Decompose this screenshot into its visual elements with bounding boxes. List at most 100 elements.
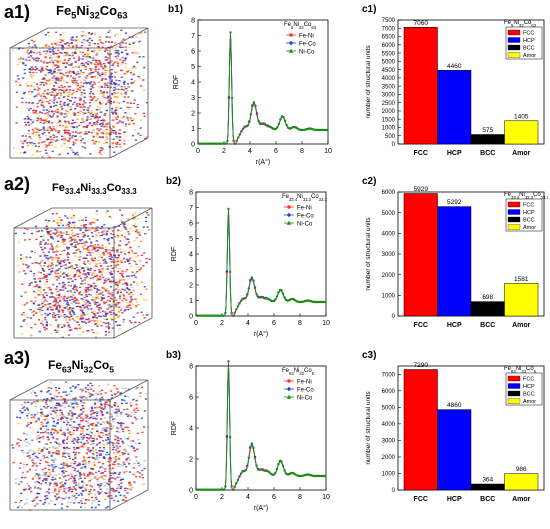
rdf-x-tick-label: 10 bbox=[322, 494, 330, 501]
atom-cube-picture bbox=[9, 27, 149, 159]
rdf-y-axis-label: RDF bbox=[171, 247, 178, 261]
rdf-x-tick-label: 6 bbox=[274, 148, 278, 155]
panel-label-b1: b1) bbox=[168, 4, 183, 15]
bar-y-tick-label: 3000 bbox=[382, 252, 396, 258]
rdf-marker-ni-co bbox=[239, 299, 243, 302]
rdf-x-tick-label: 4 bbox=[248, 148, 252, 155]
bar-y-axis-label: number of structural units bbox=[365, 217, 372, 291]
rdf-marker-ni-co bbox=[247, 456, 250, 459]
bar-category-label: Amor bbox=[512, 150, 531, 157]
bar-y-tick-label: 1000 bbox=[382, 126, 396, 132]
bar-value-label: 698 bbox=[482, 294, 493, 301]
rdf-legend-label: Ni-Co bbox=[297, 222, 313, 228]
rdf-y-tick-label: 2 bbox=[191, 111, 195, 118]
bar-legend-swatch bbox=[507, 390, 521, 397]
bar-legend-label: Amor bbox=[523, 399, 536, 405]
rdf-x-tick-label: 4 bbox=[246, 320, 250, 327]
bar-y-tick-label: 0 bbox=[392, 488, 396, 494]
rdf-marker-ni-co bbox=[252, 279, 255, 282]
bar-legend-label: FCC bbox=[523, 377, 534, 383]
bar-legend-swatch bbox=[507, 224, 521, 230]
rdf-marker-ni-co bbox=[275, 467, 279, 471]
rdf-marker-ni-co bbox=[249, 113, 252, 116]
rdf-marker-fe-ni bbox=[249, 280, 252, 283]
bar-value-label: 5929 bbox=[414, 186, 429, 193]
rdf-marker-ni-co bbox=[244, 469, 247, 472]
bar-legend-swatch bbox=[507, 216, 521, 223]
rdf-y-tick-label: 3 bbox=[191, 95, 195, 102]
rdf-marker-fe-ni bbox=[254, 287, 256, 290]
atom-cube-1 bbox=[4, 22, 154, 177]
rdf-x-tick-label: 2 bbox=[220, 494, 224, 501]
bar-y-tick-label: 0 bbox=[392, 314, 396, 320]
bar-value-label: 7060 bbox=[414, 20, 429, 27]
rdf-legend-marker-diamond bbox=[288, 40, 294, 46]
bar-y-tick-label: 5000 bbox=[382, 211, 396, 217]
bar-y-tick-label: 6000 bbox=[382, 190, 396, 196]
rdf-marker-ni-co bbox=[283, 119, 287, 123]
cube-front-face bbox=[9, 399, 111, 511]
bar-category-label: Amor bbox=[512, 322, 531, 329]
rdf-x-axis-label: r(A°) bbox=[256, 158, 270, 166]
rdf-y-tick-label: 3 bbox=[189, 267, 193, 274]
rdf-marker-ni-co bbox=[222, 314, 225, 317]
bar-y-tick-label: 2500 bbox=[382, 101, 396, 107]
rdf-markers bbox=[198, 31, 329, 146]
bar-bcc bbox=[470, 301, 505, 317]
rdf-marker-fe-ni bbox=[243, 126, 246, 129]
rdf-marker-ni-co bbox=[222, 488, 225, 491]
rdf-y-axis-label: RDF bbox=[171, 421, 178, 435]
bar-value-label: 986 bbox=[516, 466, 527, 473]
rdf-marker-fe-co bbox=[227, 96, 231, 99]
rdf-y-tick-label: 4 bbox=[189, 252, 193, 259]
bar-fcc bbox=[403, 369, 438, 491]
rdf-legend-marker-diamond bbox=[286, 386, 292, 392]
bar-y-tick-label: 3000 bbox=[382, 93, 396, 99]
rdf-marker-fe-ni bbox=[227, 98, 230, 100]
rdf-legend-marker-triangle bbox=[288, 48, 294, 53]
bar-category-label: HCP bbox=[447, 150, 462, 157]
bar-hcp bbox=[437, 70, 472, 145]
composition-title-3: Fe63Ni32Co5 bbox=[48, 358, 114, 375]
rdf-marker-ni-co bbox=[236, 478, 240, 482]
rdf-marker-ni-co bbox=[224, 142, 227, 145]
bar-y-tick-label: 1500 bbox=[382, 117, 396, 123]
rdf-marker-ni-co bbox=[230, 96, 234, 100]
bar-category-label: FCC bbox=[414, 322, 428, 329]
rdf-legend-marker-circle bbox=[289, 33, 293, 37]
rdf-y-tick-label: 7 bbox=[189, 205, 193, 212]
rdf-legend-label: Fe-Ni bbox=[297, 206, 312, 212]
bar-legend-swatch bbox=[507, 29, 521, 36]
bar-y-tick-label: 5000 bbox=[382, 60, 396, 66]
rdf-marker-ni-co bbox=[238, 133, 242, 136]
composition-title-1: Fe5Ni32Co63 bbox=[56, 3, 128, 21]
rdf-marker-ni-co bbox=[285, 123, 288, 127]
bar-category-label: BCC bbox=[480, 150, 495, 157]
rdf-y-tick-label: 5 bbox=[191, 64, 195, 71]
rdf-x-tick-label: 0 bbox=[196, 148, 200, 155]
rdf-marker-ni-co bbox=[232, 488, 235, 492]
panel-label-b3: b3) bbox=[166, 350, 181, 361]
bar-legend-label: BCC bbox=[523, 392, 535, 398]
rdf-y-axis-label: RDF bbox=[173, 75, 180, 89]
rdf-legend-label: Fe-Ni bbox=[299, 34, 314, 40]
bar-fcc bbox=[403, 27, 438, 145]
bar-bcc bbox=[470, 134, 505, 145]
bar-legend-label: HCP bbox=[523, 38, 535, 44]
bar-legend-swatch bbox=[507, 209, 521, 215]
rdf-marker-ni-co bbox=[272, 473, 275, 476]
rdf-legend-label: Ni-Co bbox=[297, 396, 313, 402]
rdf-x-tick-label: 0 bbox=[194, 320, 198, 327]
rdf-y-tick-label: 4 bbox=[189, 426, 193, 433]
bar-y-tick-label: 4000 bbox=[382, 232, 396, 238]
cube-side-edge bbox=[113, 208, 153, 339]
rdf-marker-ni-co bbox=[254, 104, 257, 108]
rdf-y-tick-label: 1 bbox=[189, 298, 193, 305]
rdf-marker-ni-co bbox=[275, 295, 279, 298]
rdf-x-tick-label: 8 bbox=[300, 148, 304, 155]
panel-label-c2: c2) bbox=[362, 176, 377, 187]
rdf-marker-fe-ni bbox=[225, 271, 228, 274]
rdf-x-axis-label: r(A°) bbox=[254, 330, 268, 338]
bar-chart-2: 0 1000 2000 3000 4000 5000 6000 number of struc… bbox=[365, 186, 548, 329]
atom-cloud bbox=[11, 381, 150, 511]
